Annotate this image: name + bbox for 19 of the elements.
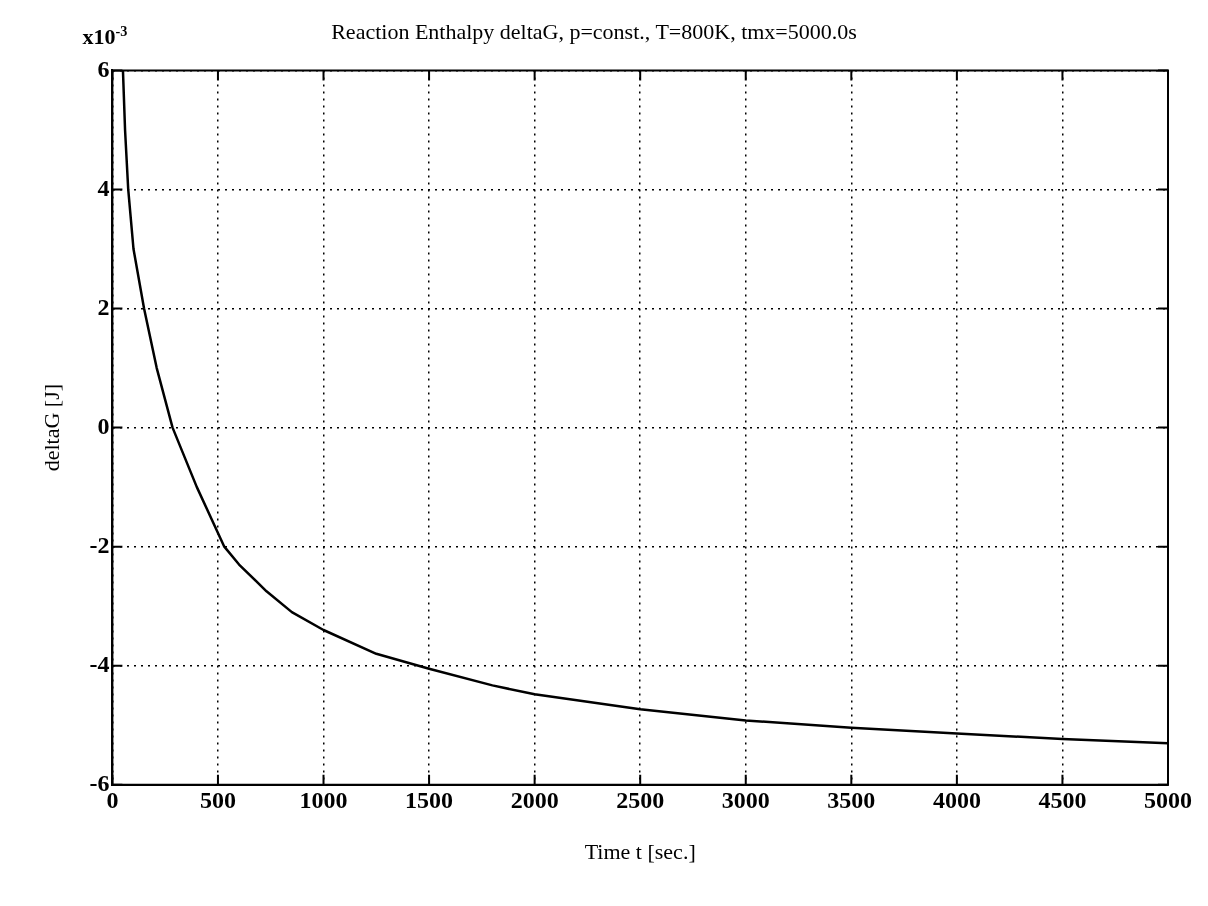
y-axis-title: deltaG [J] <box>38 383 64 472</box>
y-tick-label: 0 <box>97 412 110 439</box>
x-tick-label: 2000 <box>510 787 559 814</box>
x-tick-label: 1000 <box>299 787 348 814</box>
y-tick-label: 4 <box>97 174 110 201</box>
x-tick-label: 5000 <box>1144 787 1192 814</box>
x-tick-label: 1500 <box>405 787 454 814</box>
x-tick-label: 4000 <box>932 787 981 814</box>
x-tick-label: 3500 <box>827 787 876 814</box>
x-tick-label: 3000 <box>721 787 770 814</box>
y-tick-label: -4 <box>89 650 110 677</box>
y-tick-label: 6 <box>97 55 110 82</box>
x-tick-label: 4500 <box>1038 787 1087 814</box>
y-tick-label: -2 <box>89 531 110 558</box>
y-tick-label: 2 <box>97 293 110 320</box>
x-tick-label: 2500 <box>616 787 665 814</box>
chart-title: Reaction Enthalpy deltaG, p=const., T=800K, tmx=5000.0s <box>331 18 857 44</box>
x-axis-title: Time t [sec.] <box>584 838 696 864</box>
x-tick-label: 500 <box>199 787 236 814</box>
